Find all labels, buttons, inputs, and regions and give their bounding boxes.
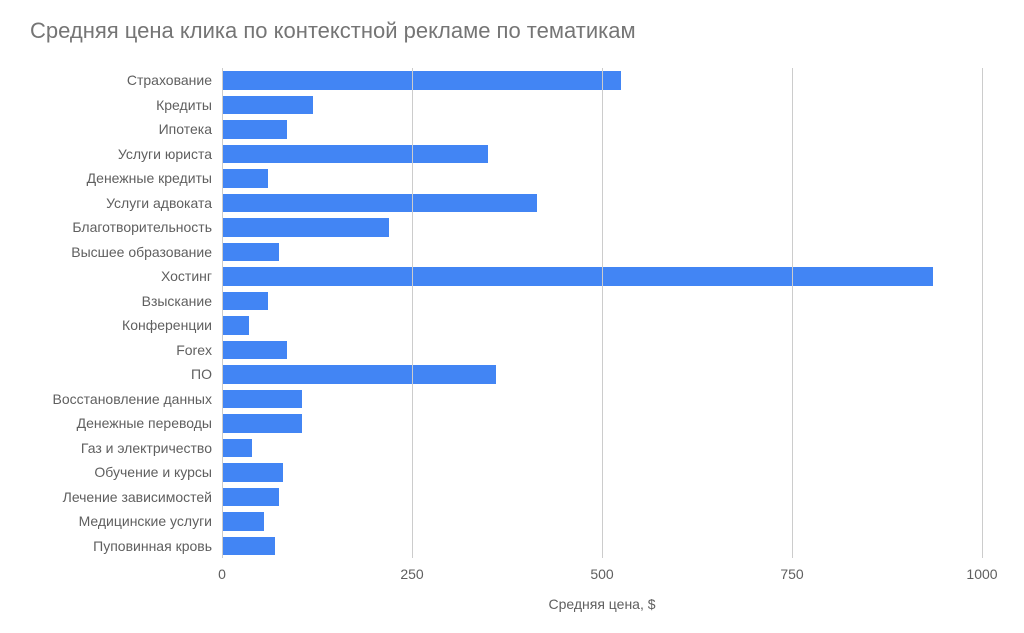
category-label: Услуги юриста	[0, 142, 212, 167]
category-label: Благотворительность	[0, 215, 212, 240]
x-tick-label: 250	[400, 566, 423, 582]
category-label: ПО	[0, 362, 212, 387]
x-tick-label: 0	[218, 566, 226, 582]
category-label: Газ и электричество	[0, 436, 212, 461]
category-label: Ипотека	[0, 117, 212, 142]
category-label: Пуповинная кровь	[0, 534, 212, 559]
category-label: Лечение зависимостей	[0, 485, 212, 510]
category-label: Денежные кредиты	[0, 166, 212, 191]
category-label: Восстановление данных	[0, 387, 212, 412]
category-label: Обучение и курсы	[0, 460, 212, 485]
category-label: Страхование	[0, 68, 212, 93]
category-label: Высшее образование	[0, 240, 212, 265]
category-label: Услуги адвоката	[0, 191, 212, 216]
category-label: Forex	[0, 338, 212, 363]
x-tick-label: 750	[780, 566, 803, 582]
axes-labels: Средняя цена, $ 02505007501000	[222, 68, 982, 628]
x-tick-label: 500	[590, 566, 613, 582]
category-label: Хостинг	[0, 264, 212, 289]
x-tick-label: 1000	[966, 566, 997, 582]
category-label: Конференции	[0, 313, 212, 338]
category-label: Кредиты	[0, 93, 212, 118]
category-label: Медицинские услуги	[0, 509, 212, 534]
category-label: Взыскание	[0, 289, 212, 314]
category-label: Денежные переводы	[0, 411, 212, 436]
chart-title: Средняя цена клика по контекстной реклам…	[30, 18, 636, 44]
x-axis-title: Средняя цена, $	[548, 596, 655, 612]
cpc-by-topic-chart: Средняя цена клика по контекстной реклам…	[0, 0, 1024, 633]
gridline	[982, 68, 983, 558]
